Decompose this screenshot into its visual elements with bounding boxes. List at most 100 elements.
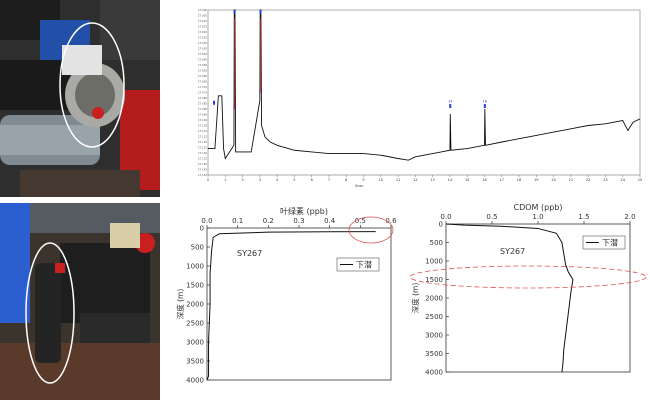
x-tick-label: 20: [551, 178, 555, 182]
instrument-photo-top: [0, 0, 160, 197]
x-axis-label: Scan: [355, 184, 364, 188]
y-tick-label: 2500: [186, 320, 204, 328]
x-tick-label: 0.1: [232, 217, 243, 225]
x-tick-label: 18: [517, 178, 521, 182]
y-tick-label: 27.010: [198, 19, 207, 23]
x-tick-label: 24: [620, 178, 625, 182]
y-tick-label: 2000: [186, 301, 204, 309]
x-tick-label: 21: [569, 178, 573, 182]
x-axis-label: CDOM (ppb): [514, 203, 563, 212]
x-tick-label: 0.6: [385, 217, 397, 225]
legend-label: 下潜: [602, 238, 618, 248]
legend-box: [336, 257, 380, 272]
y-tick-label: 27.125: [198, 146, 207, 150]
y-tick-label: 27.135: [198, 157, 207, 161]
y-tick-label: 500: [430, 239, 443, 247]
y-tick-label: 27.050: [198, 63, 207, 67]
y-tick-label: 1000: [425, 258, 443, 266]
x-tick-label: 12: [413, 178, 417, 182]
y-tick-label: 1000: [186, 263, 204, 271]
peak-marker: [259, 10, 262, 14]
y-axis-label: 深度 (m): [410, 283, 420, 314]
x-tick-label: 2: [241, 178, 243, 182]
y-tick-label: 4000: [186, 377, 204, 385]
peak-marker: [233, 10, 236, 14]
series-line: [208, 9, 641, 161]
y-tick-label: 27.095: [198, 113, 207, 117]
x-tick-label: 15: [465, 178, 469, 182]
y-tick-label: 27.145: [198, 168, 207, 172]
y-tick-label: 27.015: [198, 25, 207, 29]
x-tick-label: 1.5: [578, 213, 589, 221]
x-tick-label: 0: [207, 178, 209, 182]
peak-marker: [483, 104, 486, 109]
y-tick-label: 27.140: [198, 162, 207, 166]
y-tick-label: 27.000: [198, 8, 207, 12]
y-tick-label: 27.075: [198, 91, 207, 95]
x-tick-label: 9: [362, 178, 364, 182]
x-tick-label: 5: [293, 178, 295, 182]
x-tick-label: 0.0: [201, 217, 212, 225]
x-tick-label: 0.0: [440, 213, 451, 221]
station-label: SY267: [237, 249, 262, 258]
x-tick-label: 25: [638, 178, 642, 182]
y-tick-label: 27.105: [198, 124, 207, 128]
x-tick-label: 16: [482, 178, 486, 182]
y-tick-label: 27.150: [198, 173, 207, 177]
y-tick-label: 27.060: [198, 74, 207, 78]
y-tick-label: 27.085: [198, 102, 207, 106]
x-tick-label: 0.2: [263, 217, 274, 225]
chlorophyll-profile-chart: 0.0 0.1 0.2 0.3 0.4 0.5 0.6 0 500 1000 1500 2000 250…: [175, 206, 397, 385]
x-tick-label: 23: [603, 178, 607, 182]
instrument-photo-bottom: [0, 203, 160, 400]
x-tick-label: 4: [276, 178, 279, 182]
y-tick-label: 2500: [425, 313, 443, 321]
y-tick-label: 500: [191, 244, 204, 252]
y-tick-label: 3000: [425, 332, 443, 340]
x-tick-label: 0.4: [324, 217, 336, 225]
y-tick-label: 27.070: [198, 85, 207, 89]
y-tick-label: 0: [200, 225, 204, 233]
y-tick-label: 27.035: [198, 47, 207, 51]
station-label: SY267: [500, 247, 525, 256]
peak-label: 14: [448, 99, 453, 103]
y-tick-label: 27.080: [198, 96, 207, 100]
x-tick-label: 11: [396, 178, 400, 182]
y-tick-label: 27.030: [198, 41, 207, 45]
x-tick-label: 7: [328, 178, 330, 182]
x-axis-label: 叶绿素 (ppb): [280, 206, 328, 216]
series-line: [445, 223, 574, 373]
x-tick-label: 2.0: [624, 213, 635, 221]
y-tick-label: 27.130: [198, 151, 207, 155]
cdom-profile-chart: 0.0 0.5 1.0 1.5 2.0 0 500 1000 1500 2000 2500 3000 3…: [409, 203, 647, 377]
x-tick-label: 1.0: [532, 213, 543, 221]
y-tick-label: 3000: [186, 339, 204, 347]
y-tick-label: 27.040: [198, 52, 207, 56]
plot-frame: [206, 227, 392, 381]
y-tick-label: 27.055: [198, 69, 207, 73]
legend-box: [582, 235, 626, 250]
y-tick-label: 27.025: [198, 36, 207, 40]
peak-label: 16: [483, 99, 487, 103]
x-tick-label: 17: [500, 178, 504, 182]
x-tick-label: 8: [345, 178, 347, 182]
x-tick-label: 22: [586, 178, 590, 182]
x-tick-label: 3: [259, 178, 261, 182]
scan-line-chart: 0 1 2 3 4 5 6 7 8 9 10 11 12 13 14 15 16 17 18 19 20 21 22 23 24…: [198, 8, 642, 188]
highlight-ellipse: [348, 216, 394, 244]
x-tick-label: 0.3: [293, 217, 304, 225]
x-tick-label: 0.5: [355, 217, 366, 225]
peak-marker: [449, 104, 452, 109]
y-tick-label: 4000: [425, 369, 443, 377]
plot-frame: [207, 9, 641, 176]
y-tick-label: 27.120: [198, 140, 207, 144]
y-tick-label: 2000: [425, 295, 443, 303]
y-tick-label: 3500: [425, 350, 443, 358]
highlight-ellipse: [409, 265, 647, 289]
y-tick-label: 27.005: [198, 14, 207, 18]
x-tick-label: 13: [430, 178, 434, 182]
y-tick-label: 3500: [186, 358, 204, 366]
x-tick-label: 10: [379, 178, 383, 182]
series-line: [206, 231, 376, 381]
y-tick-label: 27.090: [198, 107, 207, 111]
